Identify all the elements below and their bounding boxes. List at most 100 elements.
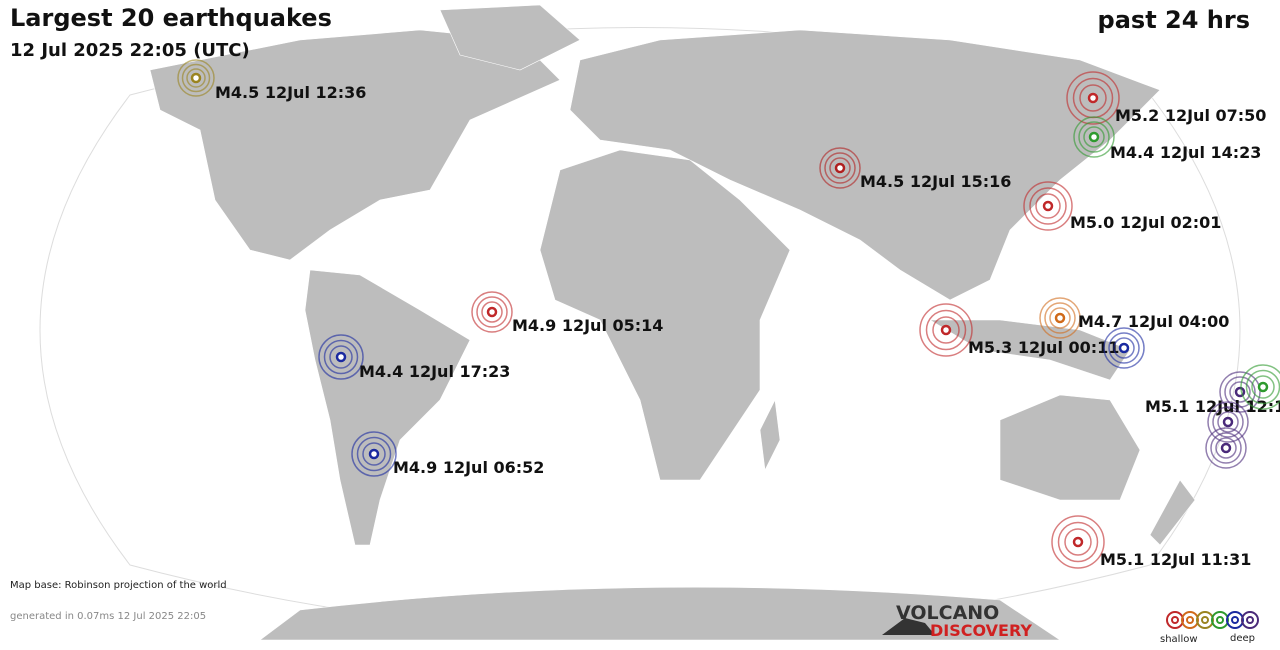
quake-marker <box>177 59 215 97</box>
ring <box>1229 381 1251 403</box>
ring <box>318 334 364 380</box>
ring <box>476 296 508 328</box>
quake-marker <box>318 334 364 380</box>
ring <box>329 345 353 369</box>
ring <box>481 301 503 323</box>
core <box>190 72 202 84</box>
ring <box>925 309 967 351</box>
quake-marker <box>1073 116 1115 158</box>
quake-label: M4.7 12Jul 04:00 <box>1078 312 1229 331</box>
ring <box>1240 364 1280 410</box>
quake-label: M4.9 12Jul 06:52 <box>393 458 544 477</box>
quake-label: M4.5 12Jul 12:36 <box>215 83 366 102</box>
ring <box>1029 187 1067 225</box>
quake-marker <box>471 291 513 333</box>
title: Largest 20 earthquakes <box>10 4 332 32</box>
quake-marker <box>1207 401 1249 443</box>
core <box>1072 536 1084 548</box>
quake-label: M5.3 12Jul 00:11 <box>968 338 1119 357</box>
ring <box>829 157 851 179</box>
ring <box>1051 515 1105 569</box>
ring <box>1212 406 1244 438</box>
ring <box>181 63 211 93</box>
ring <box>1215 437 1237 459</box>
period: past 24 hrs <box>1098 6 1250 34</box>
core <box>1257 381 1269 393</box>
ring <box>362 442 386 466</box>
core <box>1118 342 1130 354</box>
ring <box>177 59 215 97</box>
quake-marker <box>351 431 397 477</box>
logo-top: VOLCANO <box>896 602 999 624</box>
quake-marker <box>1023 181 1073 231</box>
ring <box>919 303 973 357</box>
ring <box>932 316 960 344</box>
legend-core <box>1246 616 1254 624</box>
ring <box>1023 181 1073 231</box>
core <box>368 448 380 460</box>
ring <box>1210 432 1242 464</box>
legend-core <box>1186 616 1194 624</box>
ring <box>1039 297 1081 339</box>
legend-core <box>1216 616 1224 624</box>
core <box>1054 312 1066 324</box>
legend-core <box>1171 616 1179 624</box>
quake-label: M4.4 12Jul 14:23 <box>1110 143 1261 162</box>
ring <box>471 291 513 333</box>
quakes: M4.5 12Jul 12:36 M5.2 12Jul 07:50 M4.4 12J… <box>177 59 1280 569</box>
quake-marker <box>919 303 973 357</box>
core <box>486 306 498 318</box>
land <box>149 4 1196 641</box>
ring <box>1224 376 1256 408</box>
subtitle: 12 Jul 2025 22:05 (UTC) <box>10 40 250 61</box>
ring <box>186 68 206 88</box>
ring <box>1251 375 1275 399</box>
quake-label: M4.5 12Jul 15:16 <box>860 172 1011 191</box>
quake-label: M5.0 12Jul 02:01 <box>1070 213 1221 232</box>
quake-marker <box>1205 427 1247 469</box>
quake-label: M5.2 12Jul 07:50 <box>1115 106 1266 125</box>
quake-label: M5.1 12Jul 11:31 <box>1100 550 1251 569</box>
map-base-note: Map base: Robinson projection of the wor… <box>10 580 227 591</box>
ring <box>1079 84 1107 112</box>
generated-note: generated in 0.07ms 12 Jul 2025 22:05 <box>10 611 206 622</box>
legend-core <box>1231 616 1239 624</box>
core <box>940 324 952 336</box>
ring <box>351 431 397 477</box>
quake-label: M5.1 12Jul 12:17 <box>1145 397 1280 416</box>
ring <box>1049 307 1071 329</box>
ring <box>1113 337 1135 359</box>
quake-label: M4.9 12Jul 05:14 <box>512 316 663 335</box>
quake-marker <box>1051 515 1105 569</box>
core <box>335 351 347 363</box>
ring <box>1057 521 1099 563</box>
ring <box>323 339 359 375</box>
logo-icon <box>882 618 935 635</box>
core <box>1222 416 1234 428</box>
core <box>1087 92 1099 104</box>
ring <box>1207 401 1249 443</box>
ring <box>356 436 392 472</box>
ring <box>1103 327 1145 369</box>
legend-ring <box>1241 611 1259 629</box>
legend: shallow deep <box>1160 611 1259 645</box>
ring <box>1205 427 1247 469</box>
core <box>1220 442 1232 454</box>
ring <box>1044 302 1076 334</box>
legend-deep: deep <box>1230 633 1255 644</box>
logo-bottom: DISCOVERY <box>930 621 1032 640</box>
ring <box>1066 71 1120 125</box>
core <box>1088 131 1100 143</box>
ring <box>1083 126 1105 148</box>
legend-shallow: shallow <box>1160 634 1198 645</box>
ring <box>1073 116 1115 158</box>
ring <box>819 147 861 189</box>
quake-marker <box>1103 327 1145 369</box>
core <box>1042 200 1054 212</box>
quake-label: M4.4 12Jul 17:23 <box>359 362 510 381</box>
quake-marker <box>819 147 861 189</box>
ring <box>1035 193 1061 219</box>
core <box>834 162 846 174</box>
